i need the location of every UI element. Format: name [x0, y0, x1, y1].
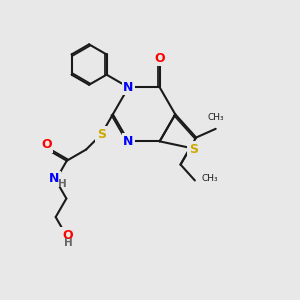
Text: H: H	[58, 179, 67, 190]
Text: S: S	[97, 128, 106, 141]
Text: O: O	[41, 138, 52, 151]
Text: N: N	[123, 135, 134, 148]
Text: O: O	[62, 229, 73, 242]
Text: N: N	[123, 81, 134, 94]
Text: S: S	[189, 143, 198, 156]
Text: H: H	[64, 238, 73, 248]
Text: O: O	[154, 52, 165, 65]
Text: CH₃: CH₃	[208, 113, 225, 122]
Text: CH₃: CH₃	[201, 175, 218, 184]
Text: N: N	[49, 172, 59, 185]
